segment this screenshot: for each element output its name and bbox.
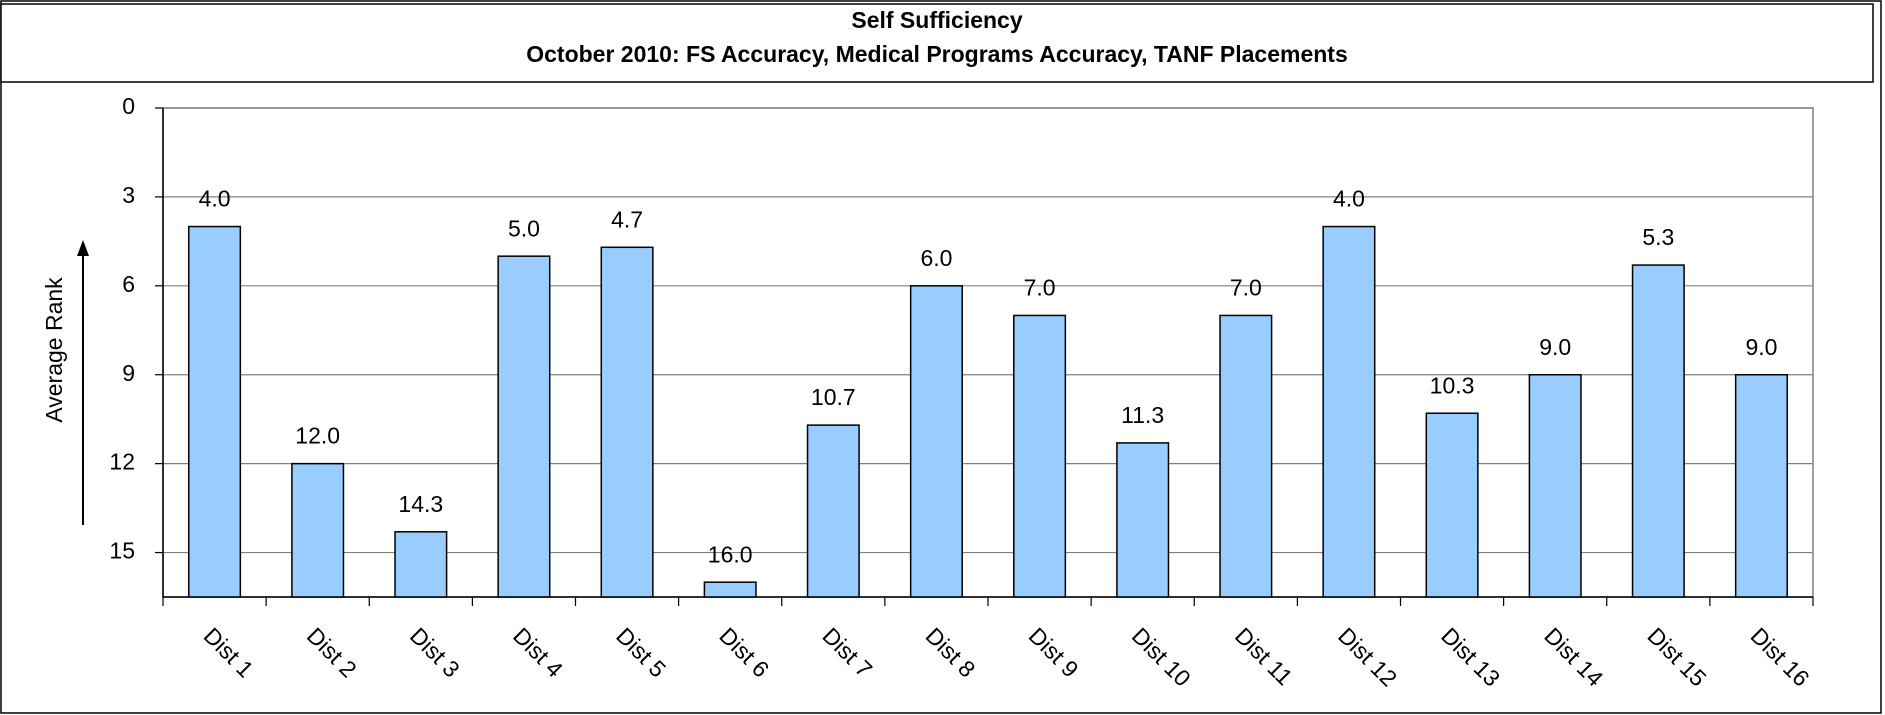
x-tick-label: Dist 5 bbox=[611, 622, 671, 682]
x-tick-label: Dist 4 bbox=[508, 622, 568, 682]
data-label: 4.0 bbox=[199, 186, 231, 212]
bar bbox=[1013, 314, 1067, 598]
bar bbox=[1322, 225, 1376, 598]
bar bbox=[1425, 412, 1479, 598]
data-label: 14.3 bbox=[398, 491, 443, 517]
data-label: 10.3 bbox=[1430, 372, 1475, 398]
data-label: 4.7 bbox=[611, 206, 643, 232]
x-tick-label: Dist 12 bbox=[1333, 622, 1402, 691]
y-tick-label: 3 bbox=[122, 182, 135, 208]
data-label: 6.0 bbox=[920, 245, 952, 271]
axis-arrow-head bbox=[77, 240, 89, 256]
data-label: 7.0 bbox=[1230, 275, 1262, 301]
bar bbox=[291, 462, 345, 598]
y-tick-label: 6 bbox=[122, 271, 135, 297]
bar bbox=[1528, 373, 1582, 598]
bar bbox=[1631, 264, 1685, 598]
bar bbox=[1116, 442, 1170, 598]
data-label: 9.0 bbox=[1745, 334, 1777, 360]
x-tick-label: Dist 1 bbox=[199, 622, 259, 682]
bar bbox=[188, 225, 242, 598]
chart-title: Self Sufficiency bbox=[851, 7, 1022, 33]
bar bbox=[600, 246, 654, 598]
y-tick-label: 12 bbox=[109, 449, 135, 475]
x-tick-label: Dist 8 bbox=[921, 622, 981, 682]
data-label: 10.7 bbox=[811, 384, 856, 410]
bar bbox=[1734, 373, 1788, 598]
x-tick-label: Dist 13 bbox=[1436, 622, 1505, 691]
chart-subtitle: October 2010: FS Accuracy, Medical Progr… bbox=[526, 41, 1348, 67]
bar bbox=[394, 531, 448, 598]
bar bbox=[1219, 314, 1273, 598]
bar bbox=[909, 285, 963, 598]
x-tick-label: Dist 16 bbox=[1746, 622, 1815, 691]
data-label: 5.0 bbox=[508, 215, 540, 241]
title-box bbox=[0, 3, 1874, 83]
data-label: 9.0 bbox=[1539, 334, 1571, 360]
bar bbox=[703, 581, 757, 598]
y-tick-label: 0 bbox=[122, 93, 135, 119]
y-axis-label: Average Rank bbox=[41, 277, 67, 423]
x-tick-label: Dist 15 bbox=[1642, 622, 1711, 691]
x-tick-label: Dist 9 bbox=[1024, 622, 1084, 682]
x-tick-label: Dist 6 bbox=[714, 622, 774, 682]
data-label: 11.3 bbox=[1121, 402, 1164, 428]
data-label: 5.3 bbox=[1642, 224, 1674, 250]
x-tick-label: Dist 7 bbox=[817, 622, 877, 682]
data-label: 12.0 bbox=[295, 423, 340, 449]
x-tick-label: Dist 10 bbox=[1127, 622, 1196, 691]
bar bbox=[497, 255, 551, 598]
y-tick-label: 15 bbox=[109, 538, 135, 564]
x-tick-label: Dist 2 bbox=[302, 622, 362, 682]
x-tick-label: Dist 14 bbox=[1539, 622, 1608, 691]
y-tick-label: 9 bbox=[122, 360, 135, 386]
data-label: 4.0 bbox=[1333, 186, 1365, 212]
data-label: 16.0 bbox=[708, 541, 753, 567]
data-label: 7.0 bbox=[1024, 275, 1056, 301]
x-tick-label: Dist 3 bbox=[405, 622, 465, 682]
bar bbox=[806, 424, 860, 598]
x-tick-label: Dist 11 bbox=[1230, 622, 1298, 690]
